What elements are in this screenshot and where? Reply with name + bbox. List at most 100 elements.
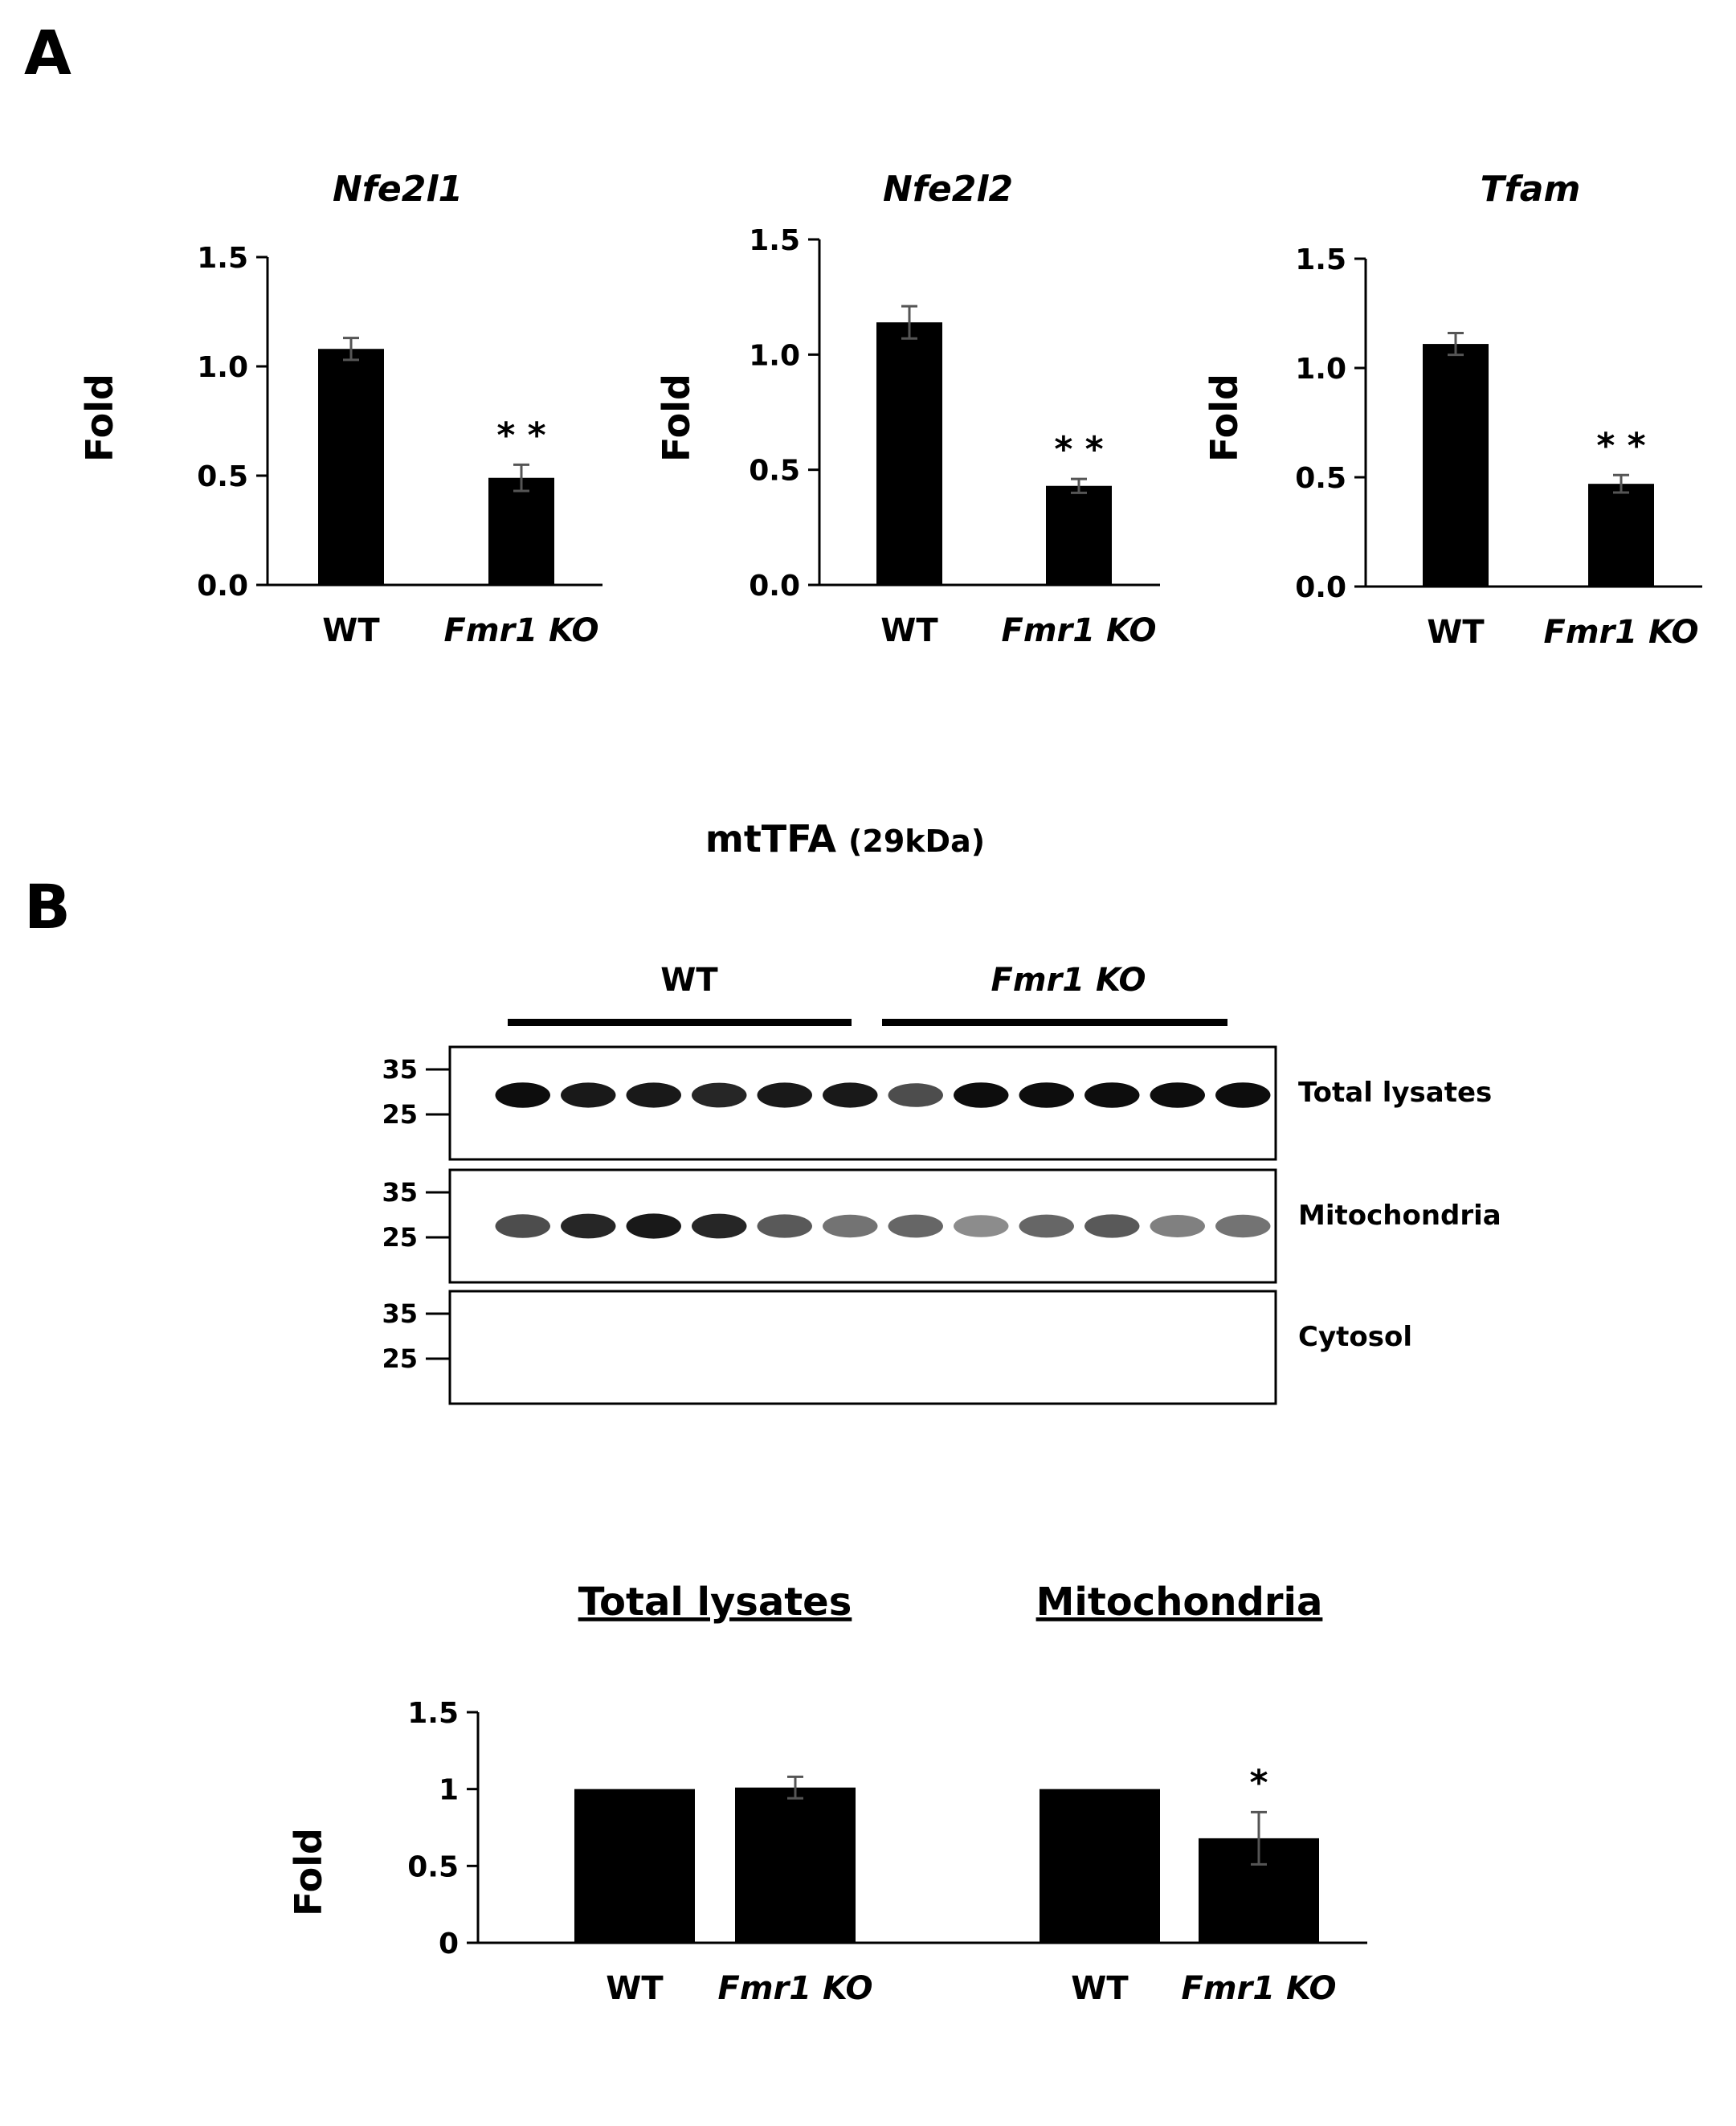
blot-band xyxy=(495,1214,550,1238)
bar-wt xyxy=(574,1789,695,1943)
blot-mw-note: (29kDa) xyxy=(848,824,985,859)
y-tick-label: 1 xyxy=(439,1774,459,1807)
significance-marker: * * xyxy=(496,415,545,456)
blot-row-total-lysates: 35 25 Total lysates xyxy=(382,1045,1492,1161)
mw-label: 35 xyxy=(382,1177,418,1208)
blot-band xyxy=(1019,1082,1074,1108)
blot-band xyxy=(626,1213,681,1239)
category-label: Fmr1 KO xyxy=(1002,612,1157,649)
chart-mttfa-quantification: Fold 0 0.5 1 1.5 WT Fmr1 KO WT * Fmr1 KO Total lys… xyxy=(287,1580,1367,2007)
category-label: Fmr1 KO xyxy=(1544,614,1699,651)
y-tick-label: 0.5 xyxy=(1295,462,1346,495)
mw-label: 35 xyxy=(382,1054,418,1085)
mw-label: 35 xyxy=(382,1298,418,1329)
bar-wt xyxy=(318,349,384,585)
y-axis-label: Fold xyxy=(1203,374,1246,462)
blot-band xyxy=(823,1082,878,1108)
blot-fraction-label: Total lysates xyxy=(1298,1077,1492,1109)
blot-group-wt: WT xyxy=(660,962,718,999)
y-tick-label: 1.5 xyxy=(749,224,800,257)
blot-band xyxy=(823,1214,878,1238)
y-tick-label: 1.0 xyxy=(749,339,800,372)
significance-marker: * * xyxy=(1054,429,1103,470)
y-axis-label: Fold xyxy=(287,1828,330,1916)
blot-group-ko: Fmr1 KO xyxy=(991,962,1146,999)
y-tick-label: 1.5 xyxy=(197,242,248,275)
category-label: WT xyxy=(606,1970,664,2007)
blot-protein: mtTFA xyxy=(705,817,836,861)
y-tick-label: 0.5 xyxy=(197,460,248,493)
significance-marker: * xyxy=(1249,1762,1268,1803)
chart-tfam: Tfam Fold 0.0 0.5 1.0 1.5 WT * * Fmr1 KO xyxy=(1203,169,1702,651)
y-tick-label: 0.0 xyxy=(197,570,248,603)
y-tick-label: 0 xyxy=(439,1928,459,1960)
blot-band xyxy=(626,1082,681,1108)
blot-band xyxy=(757,1214,812,1238)
chart-nfe2l1: Nfe2l1 Fold 0.0 0.5 1.0 1.5 WT * * Fmr1 KO xyxy=(78,169,602,649)
mw-label: 25 xyxy=(382,1343,418,1374)
category-label: WT xyxy=(322,612,380,649)
bar-fmr1-ko xyxy=(735,1787,856,1943)
western-blot: mtTFA (29kDa) WT Fmr1 KO 35 25 Total lysat… xyxy=(382,817,1501,1405)
bar-wt xyxy=(1040,1789,1160,1943)
blot-band xyxy=(1084,1214,1140,1238)
mw-label: 25 xyxy=(382,1099,418,1130)
blot-group-bar-ko xyxy=(882,1019,1227,1026)
blot-band xyxy=(888,1083,943,1107)
category-label: Fmr1 KO xyxy=(1182,1970,1337,2007)
blot-band xyxy=(692,1213,747,1239)
chart-title: Nfe2l2 xyxy=(883,169,1013,210)
bar-wt xyxy=(1423,344,1489,587)
chart-title: Tfam xyxy=(1481,169,1581,210)
chart-nfe2l2: Nfe2l2 Fold 0.0 0.5 1.0 1.5 WT * * Fmr1 KO xyxy=(655,169,1160,649)
category-label: WT xyxy=(1071,1970,1129,2007)
blot-band xyxy=(1150,1082,1205,1108)
blot-row-cytosol: 35 25 Cytosol xyxy=(382,1290,1412,1405)
blot-band xyxy=(1084,1082,1140,1108)
panel-a-letter: A xyxy=(24,17,71,88)
bar-fmr1-ko xyxy=(1588,484,1654,587)
bar-wt xyxy=(876,322,942,585)
y-tick-label: 0.0 xyxy=(1295,571,1346,604)
category-label: WT xyxy=(880,612,938,649)
blot-band xyxy=(1019,1214,1074,1238)
blot-fraction-label: Mitochondria xyxy=(1298,1200,1501,1232)
bar-fmr1-ko xyxy=(1046,485,1112,585)
blot-band xyxy=(692,1082,747,1108)
blot-band xyxy=(954,1215,1009,1237)
group-header-mitochondria: Mitochondria xyxy=(1036,1580,1323,1625)
blot-fraction-label: Cytosol xyxy=(1298,1321,1412,1353)
blot-title: mtTFA (29kDa) xyxy=(705,817,985,861)
blot-band xyxy=(954,1082,1009,1108)
mw-label: 25 xyxy=(382,1222,418,1253)
blot-group-bar-wt xyxy=(508,1019,852,1026)
y-tick-label: 1.5 xyxy=(1295,243,1346,276)
blot-band xyxy=(1215,1214,1271,1238)
category-label: Fmr1 KO xyxy=(718,1970,873,2007)
blot-band xyxy=(1150,1215,1205,1237)
panel-b-letter: B xyxy=(24,871,71,942)
y-tick-label: 1.0 xyxy=(197,351,248,384)
significance-marker: * * xyxy=(1596,425,1645,466)
chart-title: Nfe2l1 xyxy=(333,169,463,210)
y-tick-label: 0.5 xyxy=(749,455,800,488)
group-header-total-lysates: Total lysates xyxy=(578,1580,852,1625)
y-tick-label: 1.0 xyxy=(1295,353,1346,386)
y-tick-label: 1.5 xyxy=(407,1697,459,1730)
blot-row-mitochondria: 35 25 Mitochondria xyxy=(382,1168,1501,1284)
blot-band xyxy=(757,1082,812,1108)
y-tick-label: 0.5 xyxy=(407,1850,459,1883)
category-label: Fmr1 KO xyxy=(444,612,599,649)
blot-band xyxy=(561,1213,616,1239)
blot-membrane xyxy=(448,1290,1277,1405)
blot-band xyxy=(561,1082,616,1108)
blot-band xyxy=(888,1214,943,1238)
y-tick-label: 0.0 xyxy=(749,570,800,603)
y-axis-label: Fold xyxy=(655,374,698,462)
category-label: WT xyxy=(1427,614,1485,651)
y-axis-label: Fold xyxy=(78,374,121,462)
bar-fmr1-ko xyxy=(488,477,554,585)
blot-band xyxy=(495,1082,550,1108)
blot-band xyxy=(1215,1082,1271,1108)
